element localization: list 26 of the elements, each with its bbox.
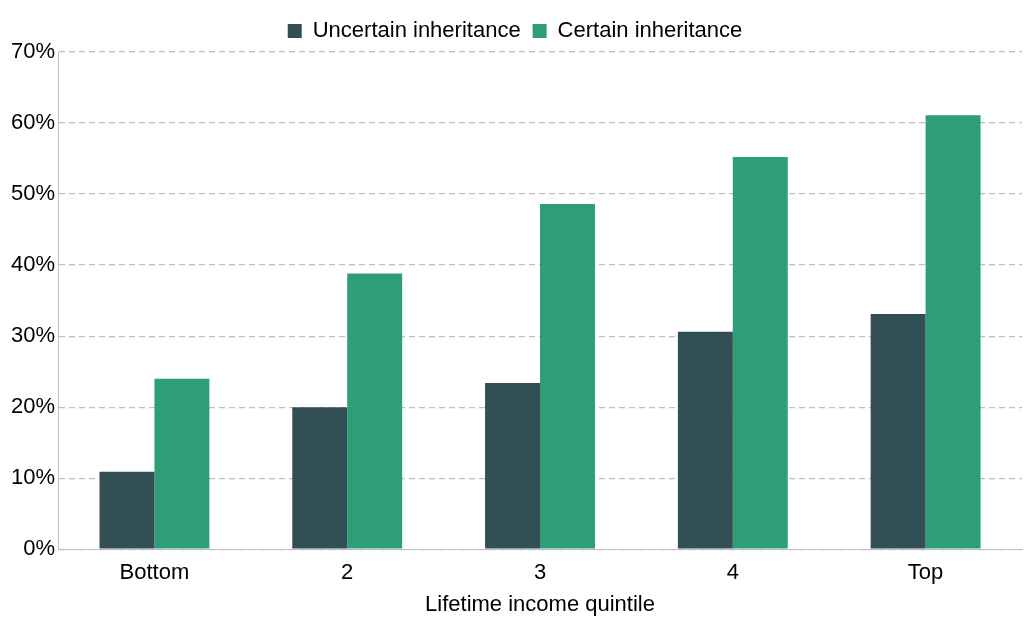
bar	[870, 314, 926, 549]
bar	[154, 378, 210, 549]
bar	[292, 407, 348, 549]
y-tick-label: 20%	[10, 393, 56, 419]
bar	[99, 471, 155, 549]
y-tick-label: 70%	[10, 38, 56, 64]
y-tick-label: 60%	[10, 109, 56, 135]
y-tick-label: 0%	[23, 535, 56, 561]
legend-label: Certain inheritance	[557, 17, 743, 43]
bar	[925, 115, 981, 549]
bar	[485, 382, 541, 549]
x-tick-label: Bottom	[119, 559, 190, 585]
bar	[540, 204, 595, 549]
x-tick-label: 2	[341, 559, 354, 585]
y-tick-label: 40%	[10, 251, 56, 277]
bar	[677, 331, 733, 549]
bar	[732, 157, 788, 549]
legend-label: Uncertain inheritance	[312, 17, 521, 43]
x-axis-title: Lifetime income quintile	[425, 590, 655, 616]
bar	[347, 273, 403, 549]
x-tick-label: Top	[907, 559, 944, 585]
y-tick-label: 50%	[10, 180, 56, 206]
y-tick-label: 30%	[10, 322, 56, 348]
x-tick-label: 3	[533, 559, 547, 585]
y-tick-label: 10%	[10, 464, 56, 490]
x-tick-label: 4	[726, 559, 739, 585]
